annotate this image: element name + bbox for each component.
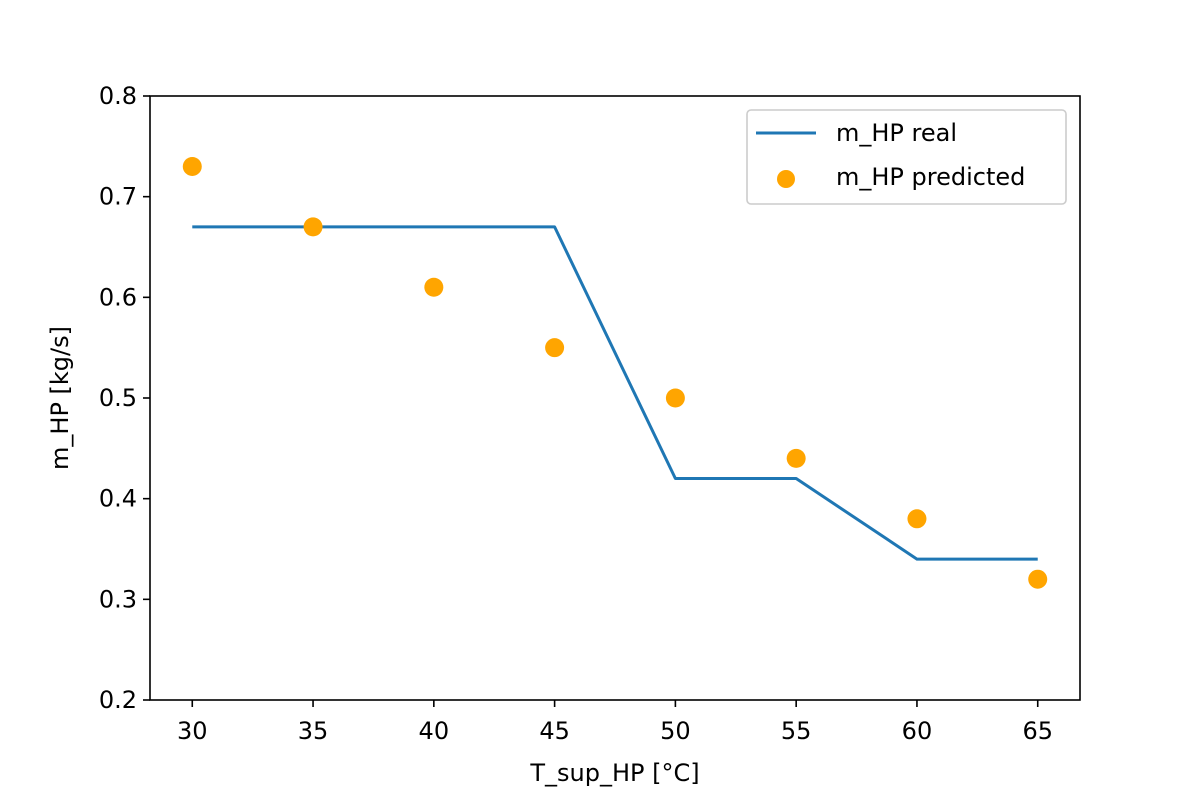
- legend-box: [746, 109, 1067, 205]
- predicted-point: [786, 448, 806, 468]
- y-tick-label: 0.7: [99, 183, 137, 211]
- legend-label-real: m_HP real: [836, 119, 957, 147]
- x-tick-label: 35: [298, 717, 329, 745]
- predicted-point: [424, 277, 444, 297]
- x-tick-label: 45: [539, 717, 570, 745]
- x-axis: 30 35 40 45 50 55 60 65: [177, 700, 1053, 745]
- x-tick-label: 40: [419, 717, 450, 745]
- y-axis: 0.2 0.3 0.4 0.5 0.6 0.7 0.8: [99, 82, 150, 714]
- x-axis-label: T_sup_HP [°C]: [529, 759, 699, 787]
- y-tick-label: 0.5: [99, 384, 137, 412]
- y-tick-label: 0.4: [99, 485, 137, 513]
- predicted-point: [182, 156, 202, 176]
- predicted-point: [665, 388, 685, 408]
- legend: m_HP real m_HP predicted: [746, 109, 1067, 205]
- x-tick-label: 55: [781, 717, 812, 745]
- x-tick-label: 30: [177, 717, 208, 745]
- y-tick-label: 0.2: [99, 686, 137, 714]
- predicted-point: [303, 217, 323, 237]
- series-line-real: [192, 225, 1038, 561]
- x-tick-label: 65: [1022, 717, 1053, 745]
- predicted-point: [545, 338, 565, 358]
- y-tick-label: 0.3: [99, 585, 137, 613]
- x-tick-label: 50: [660, 717, 691, 745]
- predicted-point: [1028, 569, 1048, 589]
- legend-label-predicted: m_HP predicted: [836, 163, 1025, 191]
- legend-dot-marker: [777, 170, 795, 188]
- plot-area: [182, 156, 1048, 589]
- predicted-point: [907, 509, 927, 529]
- y-tick-label: 0.6: [99, 283, 137, 311]
- y-tick-label: 0.8: [99, 82, 137, 110]
- y-axis-label: m_HP [kg/s]: [46, 326, 74, 470]
- x-tick-label: 60: [902, 717, 933, 745]
